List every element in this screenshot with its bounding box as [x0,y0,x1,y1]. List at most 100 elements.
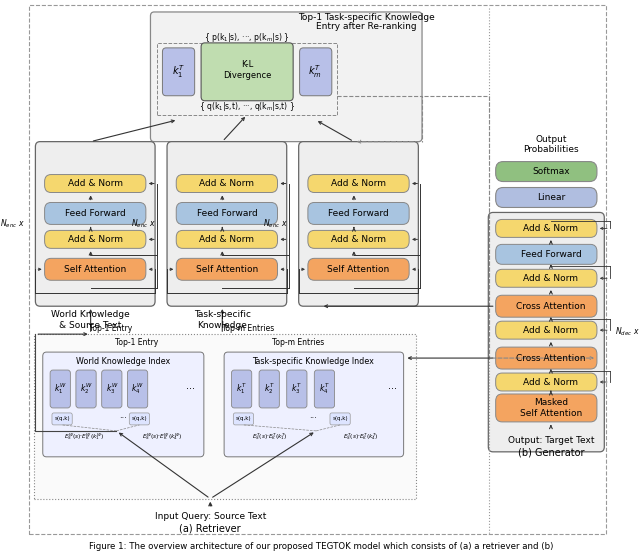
Text: Add & Norm: Add & Norm [331,179,386,188]
Text: ···: ··· [119,415,127,423]
Text: Add & Norm: Add & Norm [524,378,579,386]
FancyBboxPatch shape [495,321,597,339]
FancyBboxPatch shape [300,48,332,95]
FancyBboxPatch shape [35,142,155,306]
Text: s(q,k): s(q,k) [332,416,348,421]
Bar [33,334,415,498]
Text: Linear: Linear [537,193,565,202]
Text: Add & Norm: Add & Norm [524,224,579,233]
Text: Figure 1: The overview architecture of our proposed TEGTOK model which consists : Figure 1: The overview architecture of o… [88,542,553,551]
Text: { p(k$_1$|s), ···, p(k$_m$|s) }: { p(k$_1$|s), ···, p(k$_m$|s) } [204,31,290,44]
FancyBboxPatch shape [488,213,604,452]
Text: { q(k$_1$|s,t), ···, q(k$_m$|s,t) }: { q(k$_1$|s,t), ···, q(k$_m$|s,t) } [199,100,295,113]
Text: Feed Forward: Feed Forward [520,250,581,259]
Text: Task-specific Knowledge Index: Task-specific Knowledge Index [252,357,374,365]
FancyBboxPatch shape [45,203,146,225]
FancyBboxPatch shape [287,370,307,408]
Text: $k_1^T$: $k_1^T$ [236,381,247,396]
Text: $k_m^T$: $k_m^T$ [308,63,322,80]
FancyBboxPatch shape [495,245,597,264]
FancyBboxPatch shape [45,258,146,280]
FancyBboxPatch shape [176,230,278,248]
Text: Feed Forward: Feed Forward [328,209,389,218]
Text: Task-specific
Knowledge: Task-specific Knowledge [194,310,251,330]
Text: N$_{dec}$ x: N$_{dec}$ x [615,326,640,338]
FancyBboxPatch shape [176,203,278,225]
FancyBboxPatch shape [129,413,150,425]
Text: $E_S^W(s){\cdot}E_K^W(k_1^W)$: $E_S^W(s){\cdot}E_K^W(k_1^W)$ [64,432,104,442]
Text: (b) Generator: (b) Generator [518,448,584,458]
Text: Entry after Re-ranking: Entry after Re-ranking [317,23,417,31]
FancyBboxPatch shape [495,347,597,369]
Text: Output
Probabilities: Output Probabilities [523,135,579,155]
FancyBboxPatch shape [308,203,409,225]
FancyBboxPatch shape [314,370,335,408]
FancyBboxPatch shape [50,370,70,408]
Text: ···: ··· [310,415,317,423]
Text: Self Attention: Self Attention [328,265,390,274]
FancyBboxPatch shape [259,370,279,408]
Text: Top-1 Entry: Top-1 Entry [89,323,132,333]
Text: N$_{enc}$ x: N$_{enc}$ x [263,217,287,230]
FancyBboxPatch shape [45,230,146,248]
FancyBboxPatch shape [176,174,278,193]
Text: Add & Norm: Add & Norm [200,179,254,188]
FancyBboxPatch shape [495,162,597,182]
Text: Input Query: Source Text: Input Query: Source Text [155,512,266,521]
FancyBboxPatch shape [167,142,287,306]
FancyBboxPatch shape [308,174,409,193]
FancyBboxPatch shape [45,174,146,193]
FancyBboxPatch shape [234,413,253,425]
Text: $E_S^W(s){\cdot}E_K^W(k_4^W)$: $E_S^W(s){\cdot}E_K^W(k_4^W)$ [142,432,182,442]
Text: Add & Norm: Add & Norm [200,235,254,244]
FancyBboxPatch shape [495,269,597,287]
Text: s(q,k): s(q,k) [236,416,252,421]
Text: Feed Forward: Feed Forward [196,209,257,218]
Text: Masked
Self Attention: Masked Self Attention [520,398,582,418]
Bar [157,43,337,115]
Text: $k_2^W$: $k_2^W$ [80,381,92,396]
Text: Top-m Entries: Top-m Entries [222,323,274,333]
Text: N$_{enc}$ x: N$_{enc}$ x [131,217,156,230]
Text: Cross Attention: Cross Attention [516,354,586,363]
FancyBboxPatch shape [163,48,195,95]
Text: K-L
Divergence: K-L Divergence [223,60,271,79]
Text: Add & Norm: Add & Norm [68,235,123,244]
FancyBboxPatch shape [150,12,422,142]
Text: N$_{enc}$ x: N$_{enc}$ x [0,217,24,230]
FancyBboxPatch shape [495,188,597,208]
FancyBboxPatch shape [308,230,409,248]
FancyBboxPatch shape [76,370,96,408]
FancyBboxPatch shape [495,295,597,317]
Text: $k_2^T$: $k_2^T$ [264,381,275,396]
Text: $k_3^W$: $k_3^W$ [106,381,118,396]
FancyBboxPatch shape [102,370,122,408]
FancyBboxPatch shape [176,258,278,280]
FancyBboxPatch shape [308,258,409,280]
Text: $k_4^W$: $k_4^W$ [131,381,144,396]
FancyBboxPatch shape [232,370,252,408]
Text: $k_1^W$: $k_1^W$ [54,381,67,396]
Text: World Knowledge Index: World Knowledge Index [76,357,170,365]
Text: Add & Norm: Add & Norm [524,326,579,335]
FancyBboxPatch shape [224,352,404,457]
Text: Self Attention: Self Attention [64,265,126,274]
Text: Add & Norm: Add & Norm [331,235,386,244]
FancyBboxPatch shape [43,352,204,457]
Text: ···: ··· [388,384,397,394]
FancyBboxPatch shape [495,220,597,237]
Text: Output: Target Text: Output: Target Text [508,437,594,445]
Text: $k_1^T$: $k_1^T$ [172,63,184,80]
Text: (a) Retriever: (a) Retriever [179,524,241,534]
Text: ···: ··· [186,384,195,394]
FancyBboxPatch shape [201,43,293,101]
FancyBboxPatch shape [127,370,148,408]
Text: World Knowledge
& Source Text: World Knowledge & Source Text [51,310,130,330]
FancyBboxPatch shape [299,142,419,306]
Text: Feed Forward: Feed Forward [65,209,125,218]
FancyBboxPatch shape [495,373,597,391]
Text: $E_S^T(s){\cdot}E_K^T(k_1^T)$: $E_S^T(s){\cdot}E_K^T(k_1^T)$ [252,432,288,442]
Text: s(q,k): s(q,k) [132,416,147,421]
Text: s(q,k): s(q,k) [54,416,70,421]
FancyBboxPatch shape [495,394,597,422]
